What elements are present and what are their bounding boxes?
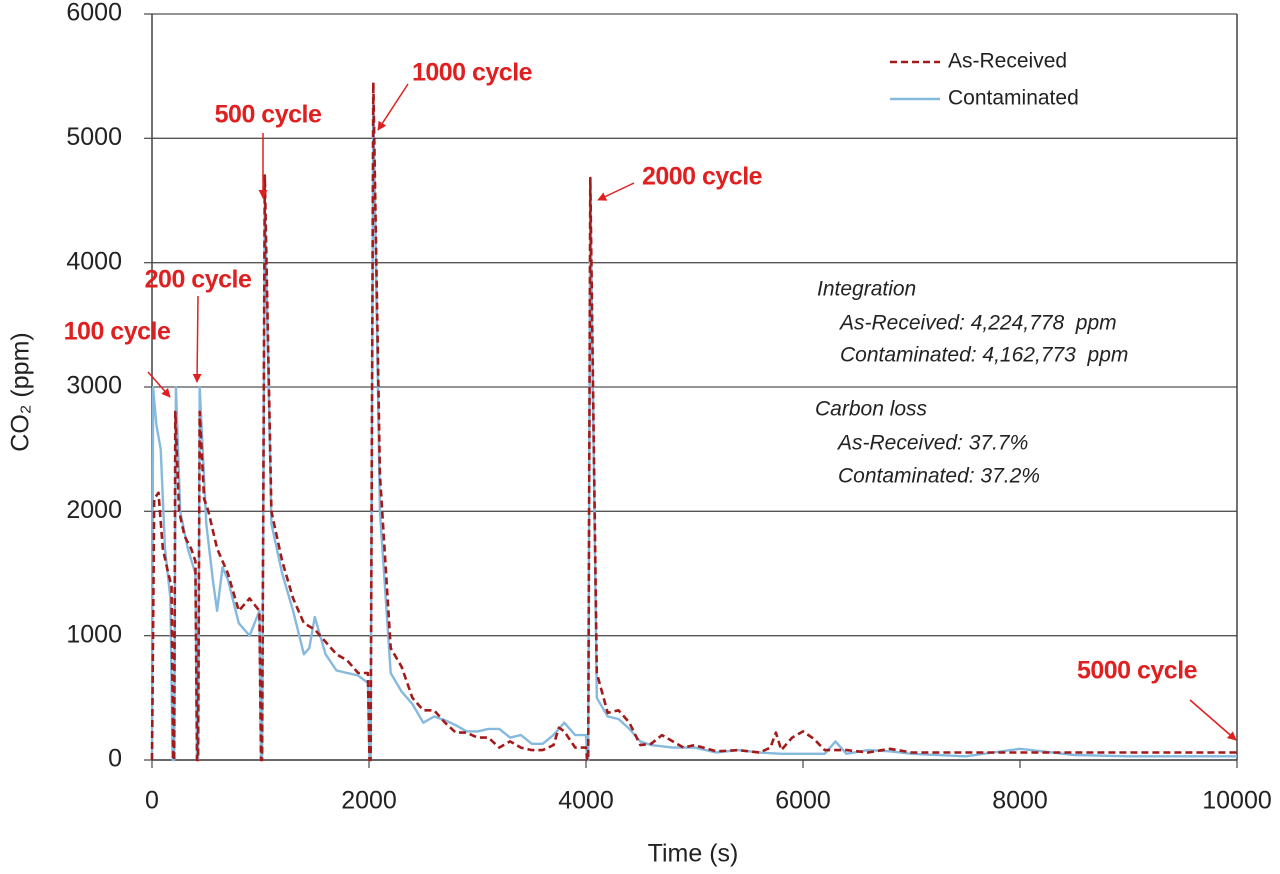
legend-label: As-Received — [948, 50, 1067, 73]
annotation-arrow — [192, 295, 202, 383]
note: As-Received: 37.7% — [836, 432, 1028, 455]
legend-label: Contaminated — [948, 87, 1079, 110]
series-line — [150, 99, 1237, 762]
x-tick-label: 4000 — [558, 787, 614, 815]
annotation-arrow — [1189, 699, 1237, 741]
note: As-Received: 4,224,778 ppm — [838, 312, 1117, 335]
annotation: 200 cycle — [145, 266, 252, 294]
note: Integration — [817, 278, 916, 301]
x-tick-label: 0 — [145, 787, 159, 815]
note: Carbon loss — [815, 398, 928, 421]
annotation-arrow — [147, 371, 171, 398]
y-axis-title: CO₂ (ppm) — [7, 332, 35, 451]
x-tick-label: 10000 — [1202, 787, 1272, 815]
annotation: 2000 cycle — [642, 163, 763, 191]
annotation-arrow — [597, 182, 635, 201]
series-line — [150, 81, 1237, 762]
x-axis-title: Time (s) — [648, 840, 739, 868]
y-tick-label: 4000 — [66, 247, 122, 275]
annotation: 500 cycle — [215, 101, 322, 129]
y-tick-label: 6000 — [66, 0, 122, 27]
x-tick-label: 2000 — [341, 787, 397, 815]
y-tick-label: 1000 — [66, 620, 122, 648]
x-tick-label: 6000 — [775, 787, 831, 815]
note: Contaminated: 4,162,773 ppm — [840, 344, 1128, 367]
y-tick-label: 5000 — [66, 123, 122, 151]
y-tick-label: 0 — [108, 745, 122, 773]
annotation-arrow — [377, 83, 409, 131]
x-tick-label: 8000 — [992, 787, 1048, 815]
y-tick-label: 2000 — [66, 496, 122, 524]
annotation: 100 cycle — [64, 318, 171, 346]
annotation: 1000 cycle — [412, 59, 533, 87]
annotation: 5000 cycle — [1077, 657, 1198, 685]
y-tick-label: 3000 — [66, 372, 122, 400]
note: Contaminated: 37.2% — [838, 465, 1040, 488]
